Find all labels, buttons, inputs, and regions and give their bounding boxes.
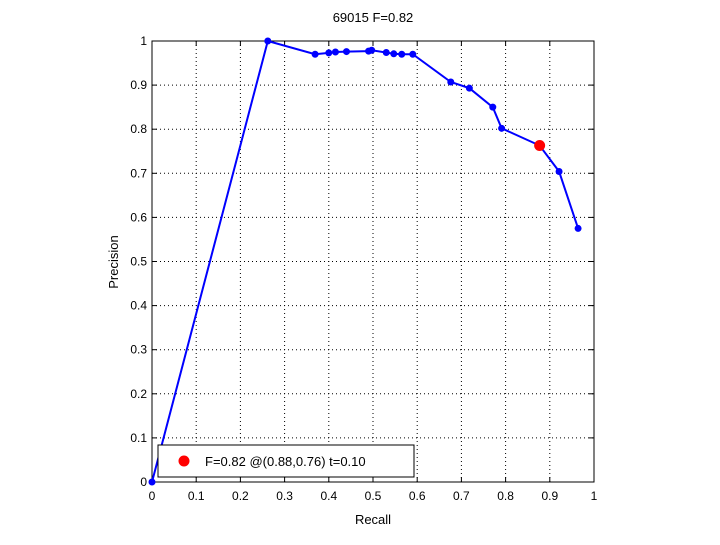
y-tick-label: 1 <box>140 34 147 48</box>
data-point <box>390 50 398 58</box>
data-point <box>382 48 390 56</box>
x-tick-label: 0.1 <box>188 489 205 503</box>
best-f-point <box>534 140 546 152</box>
data-point <box>368 46 376 54</box>
data-point <box>574 224 582 232</box>
data-point <box>555 168 563 176</box>
legend: F=0.82 @(0.88,0.76) t=0.10 <box>157 444 415 478</box>
x-tick-label: 0.7 <box>453 489 470 503</box>
data-point <box>489 103 497 111</box>
data-point <box>331 48 339 56</box>
y-axis-label: Precision <box>106 235 121 288</box>
x-tick-label: 1 <box>591 489 598 503</box>
y-tick-label: 0.7 <box>130 166 147 180</box>
x-tick-label: 0.6 <box>409 489 426 503</box>
y-tick-label: 0.2 <box>130 387 147 401</box>
x-tick-label: 0.2 <box>232 489 249 503</box>
data-point <box>148 478 156 486</box>
y-tick-label: 0 <box>140 475 147 489</box>
y-tick-label: 0.3 <box>130 343 147 357</box>
legend-box <box>157 444 415 478</box>
y-tick-label: 0.5 <box>130 255 147 269</box>
data-point <box>342 48 350 56</box>
y-tick-label: 0.4 <box>130 299 147 313</box>
legend-marker <box>178 455 190 467</box>
data-point <box>325 49 333 57</box>
data-point <box>498 124 506 132</box>
chart-title: 69015 F=0.82 <box>333 10 414 25</box>
y-tick-label: 0.8 <box>130 122 147 136</box>
y-tick-label: 0.6 <box>130 210 147 224</box>
x-tick-label: 0.9 <box>541 489 558 503</box>
y-tick-label: 0.1 <box>130 431 147 445</box>
series-layer <box>148 37 582 486</box>
axis-ticks: 0 0.1 0.2 0.3 0.4 0.5 0.6 0.7 0.8 0.9 1 0 0.1 0.2 0.3 0… <box>130 34 597 503</box>
data-point <box>409 50 417 58</box>
grid-lines <box>152 41 594 482</box>
x-tick-label: 0 <box>149 489 156 503</box>
x-tick-label: 0.4 <box>320 489 337 503</box>
x-tick-label: 0.8 <box>497 489 514 503</box>
data-point <box>447 78 455 86</box>
data-point <box>398 50 406 58</box>
x-tick-label: 0.3 <box>276 489 293 503</box>
data-point <box>264 37 272 45</box>
data-point <box>311 50 319 58</box>
y-tick-label: 0.9 <box>130 78 147 92</box>
data-point <box>465 84 473 92</box>
x-axis-label: Recall <box>355 512 391 527</box>
x-tick-label: 0.5 <box>365 489 382 503</box>
legend-label: F=0.82 @(0.88,0.76) t=0.10 <box>205 454 366 469</box>
